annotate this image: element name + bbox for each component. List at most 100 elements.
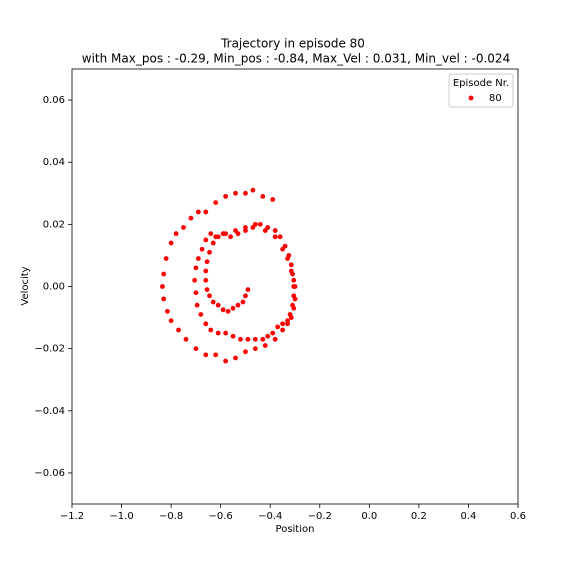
- point: [257, 221, 263, 227]
- point: [288, 315, 294, 320]
- point: [207, 293, 212, 299]
- y-tick-label: −0.06: [34, 468, 65, 479]
- point: [272, 336, 278, 342]
- point: [203, 209, 209, 215]
- y-tick-label: 0.00: [43, 282, 65, 293]
- point: [277, 234, 283, 240]
- x-tick-label: 0.2: [411, 511, 427, 522]
- point: [194, 302, 200, 308]
- point: [240, 299, 246, 305]
- legend-title: Episode Nr.: [453, 78, 509, 89]
- point: [173, 231, 179, 237]
- point: [204, 287, 210, 293]
- point: [215, 302, 221, 308]
- x-tick-label: −0.6: [209, 511, 233, 522]
- point: [250, 187, 256, 193]
- x-tick-label: −0.8: [159, 511, 183, 522]
- point: [160, 284, 165, 289]
- point: [245, 336, 251, 342]
- point: [213, 352, 219, 358]
- point: [199, 246, 205, 252]
- point: [161, 271, 167, 277]
- point: [252, 336, 258, 342]
- point: [215, 330, 221, 336]
- point: [208, 327, 214, 333]
- point: [198, 312, 204, 317]
- point: [288, 262, 294, 268]
- x-tick-label: −0.4: [258, 511, 282, 522]
- x-tick-label: −1.2: [60, 511, 84, 522]
- x-tick-label: 0.6: [510, 511, 526, 522]
- point: [262, 228, 268, 233]
- point: [252, 221, 258, 227]
- point: [203, 237, 209, 243]
- point: [230, 333, 236, 339]
- point: [272, 234, 278, 240]
- point: [288, 268, 294, 274]
- point: [183, 336, 189, 342]
- point: [193, 265, 199, 271]
- point: [210, 240, 216, 246]
- point: [208, 231, 214, 237]
- x-tick-label: −1.0: [109, 511, 133, 522]
- point: [207, 249, 212, 255]
- point: [260, 193, 266, 199]
- point: [164, 308, 170, 314]
- x-tick-label: 0.0: [361, 511, 377, 522]
- point: [168, 318, 174, 324]
- point: [225, 308, 231, 314]
- y-tick-label: 0.06: [43, 95, 65, 106]
- point: [168, 240, 174, 246]
- point: [270, 197, 276, 202]
- point: [243, 190, 248, 196]
- legend-box: [448, 73, 514, 108]
- point: [275, 324, 281, 330]
- point: [291, 305, 297, 311]
- point: [285, 256, 290, 261]
- point: [243, 349, 248, 355]
- point: [176, 327, 181, 333]
- x-tick-label: 0.4: [460, 511, 476, 522]
- point: [230, 305, 236, 311]
- point: [220, 307, 226, 313]
- point: [292, 296, 298, 302]
- point: [213, 200, 219, 206]
- point: [233, 190, 238, 196]
- point: [161, 296, 167, 302]
- point: [223, 358, 229, 364]
- point: [210, 299, 216, 305]
- point: [291, 277, 297, 283]
- point: [235, 302, 241, 308]
- point: [238, 336, 243, 342]
- point: [193, 346, 199, 352]
- point: [243, 293, 248, 299]
- point: [195, 256, 201, 261]
- point: [233, 228, 238, 233]
- point: [188, 215, 194, 221]
- point: [280, 321, 286, 327]
- point: [203, 352, 209, 358]
- point: [262, 343, 268, 348]
- legend-marker: [468, 95, 474, 101]
- chart-subtitle: with Max_pos : -0.29, Min_pos : -0.84, M…: [82, 52, 510, 66]
- point: [192, 277, 198, 283]
- y-tick-label: −0.04: [34, 406, 65, 417]
- point: [213, 234, 219, 240]
- point: [260, 336, 266, 342]
- point: [285, 321, 290, 327]
- point: [228, 234, 233, 240]
- point: [252, 346, 258, 352]
- point: [292, 284, 298, 289]
- point: [223, 330, 229, 336]
- point: [280, 246, 286, 252]
- point: [245, 287, 251, 293]
- legend-label: 80: [489, 93, 502, 104]
- chart-title: Trajectory in episode 80: [220, 37, 365, 51]
- point: [203, 268, 209, 274]
- point: [195, 209, 201, 215]
- point: [223, 231, 229, 237]
- y-axis-label: Velocity: [20, 266, 31, 305]
- point: [193, 290, 199, 296]
- y-tick-label: −0.02: [34, 344, 65, 355]
